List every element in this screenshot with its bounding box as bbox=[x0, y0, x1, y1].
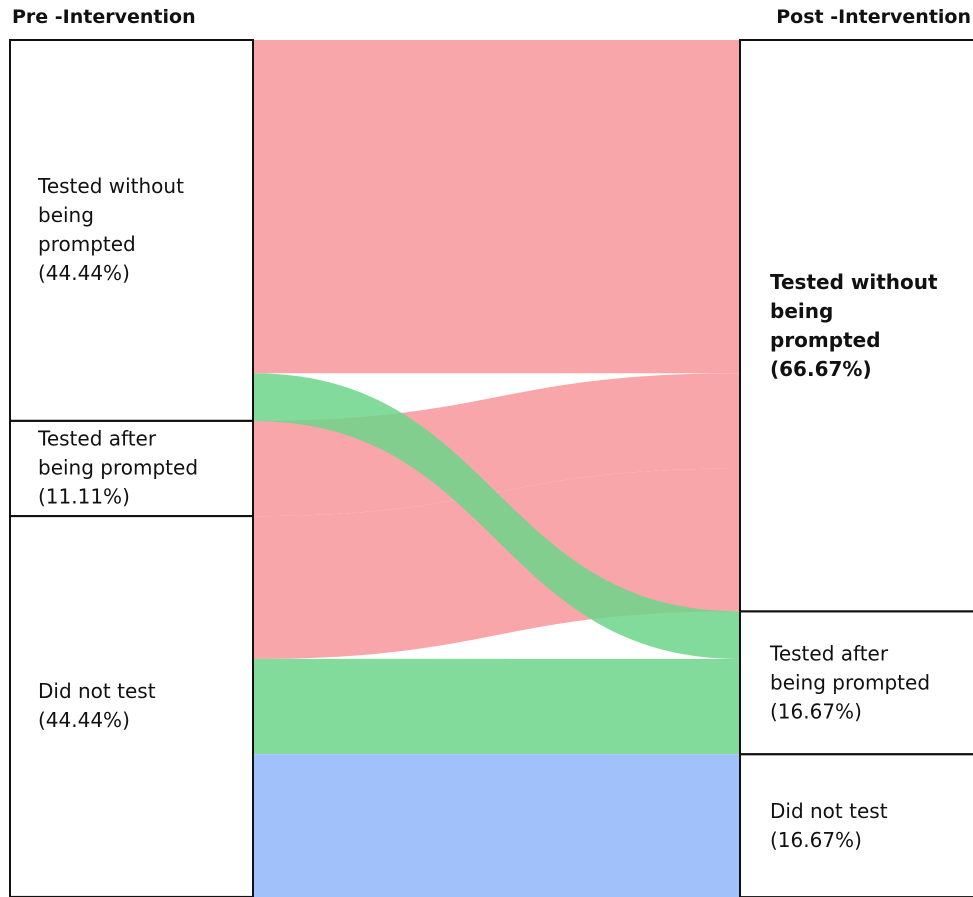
node-value-label: (11.11%) bbox=[38, 484, 130, 509]
node-value-label: (16.67%) bbox=[770, 827, 862, 852]
node-label: Tested after being prompted (11.11%) bbox=[38, 425, 198, 512]
node-label: Tested without being prompted (66.67%) bbox=[770, 268, 938, 384]
node-label-line: Tested after bbox=[38, 426, 157, 451]
node-label-line: prompted bbox=[38, 232, 136, 257]
column-header: Pre -Intervention bbox=[12, 6, 196, 28]
node-label-line: prompted bbox=[770, 327, 881, 352]
node-value-label: (44.44%) bbox=[38, 261, 130, 286]
node-label-line: Tested without bbox=[770, 269, 938, 294]
column-header: Post -Intervention bbox=[776, 6, 971, 28]
flow-band bbox=[253, 373, 740, 517]
node-label-line: Tested without bbox=[38, 174, 184, 199]
node-label-line: being bbox=[770, 298, 834, 323]
node-value-label: (16.67%) bbox=[770, 699, 862, 724]
node-value-label: (44.44%) bbox=[38, 708, 130, 733]
node bbox=[739, 753, 973, 897]
node-label-line: being prompted bbox=[770, 670, 931, 695]
flow-band bbox=[253, 658, 740, 755]
node-label-line: being prompted bbox=[38, 455, 199, 480]
node-label-line: being bbox=[38, 203, 94, 228]
flow-band bbox=[253, 373, 740, 660]
node-label-line: Did not test bbox=[38, 679, 156, 704]
node-label: Tested after being prompted (16.67%) bbox=[770, 639, 930, 726]
node-value-label: (66.67%) bbox=[770, 356, 872, 381]
node-label: Did not test (44.44%) bbox=[38, 677, 156, 735]
flow-band bbox=[253, 754, 740, 897]
flow-band bbox=[253, 40, 740, 374]
node-label: Tested without being prompted (44.44%) bbox=[38, 172, 184, 288]
node-label-line: Did not test bbox=[770, 798, 888, 823]
node-label: Did not test (16.67%) bbox=[770, 797, 888, 855]
node-label-line: Tested after bbox=[770, 641, 889, 666]
